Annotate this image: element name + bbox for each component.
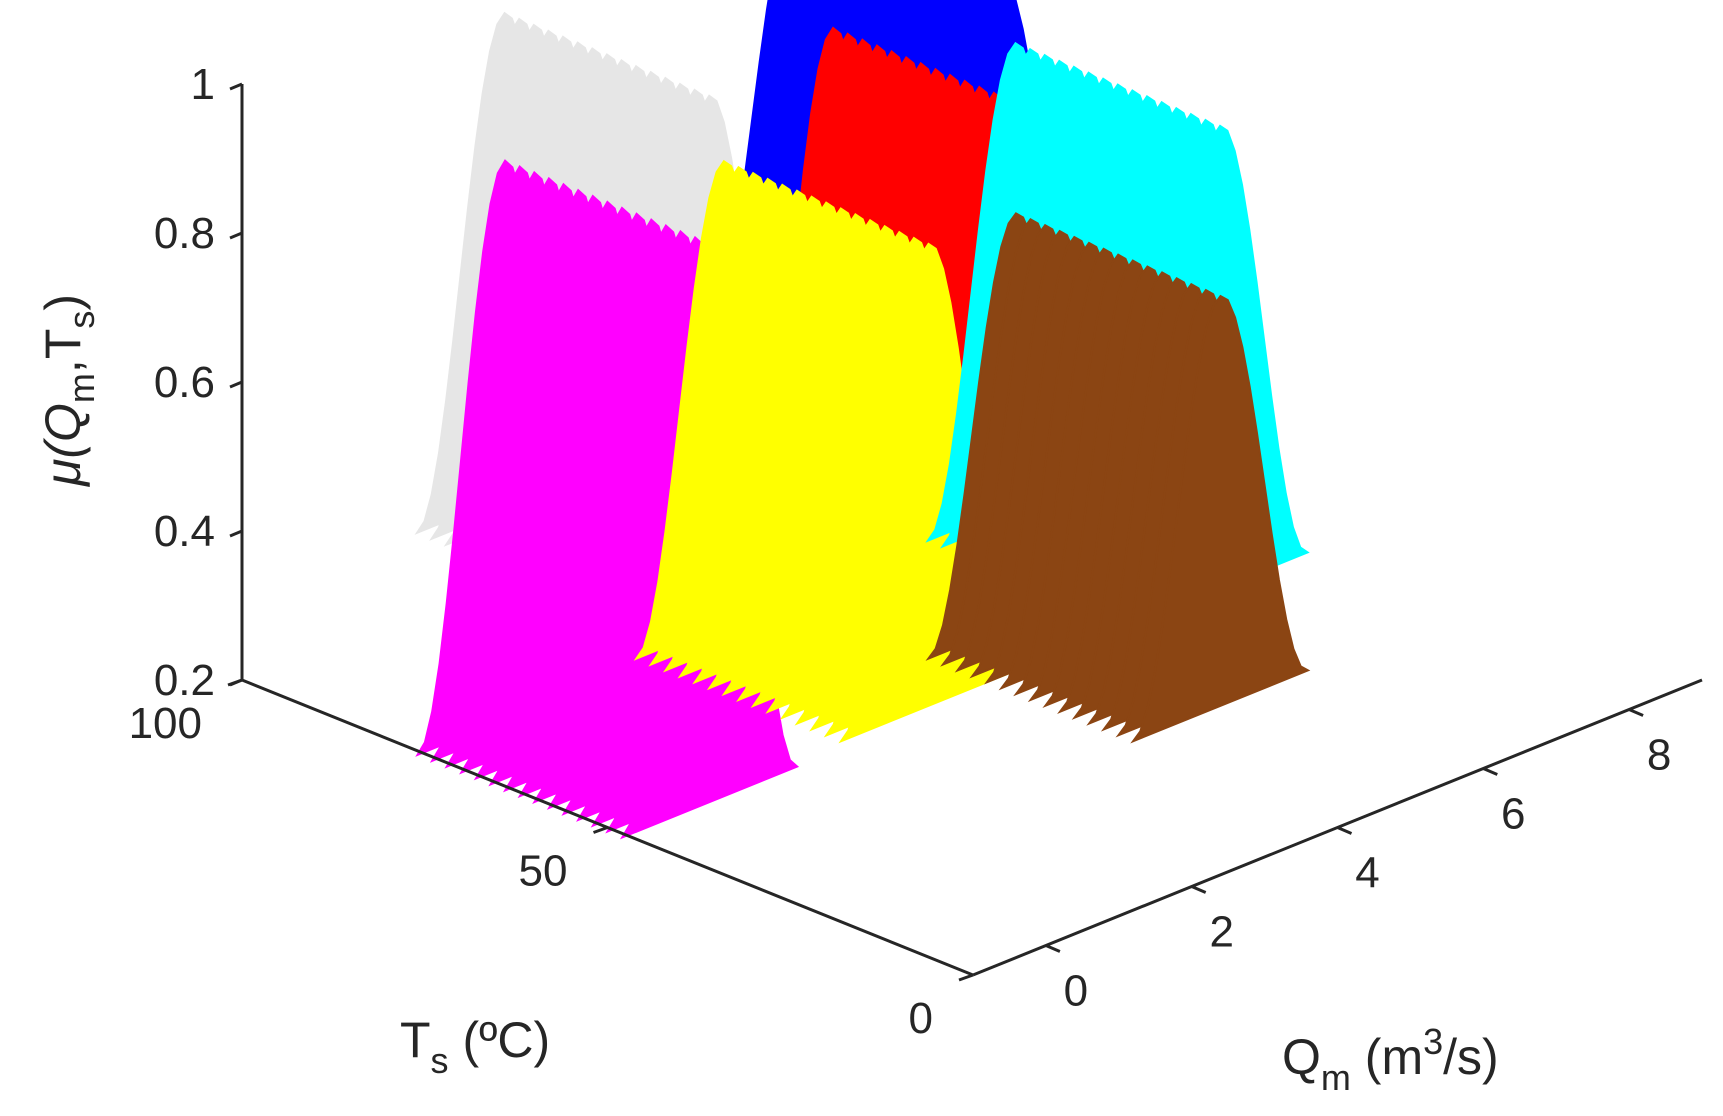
y-tick-mark [592, 826, 609, 834]
y-axis-title-main: T [400, 1012, 431, 1068]
z-tick-label: 1 [191, 60, 215, 109]
x-tick-label: 6 [1501, 790, 1525, 839]
y-tick-label: 50 [519, 847, 568, 896]
z-tick-mark [229, 380, 243, 389]
surface-ribbon [1130, 294, 1311, 744]
y-tick-label: 100 [129, 699, 202, 748]
z-axis-title-prefix: μ(Q [35, 403, 91, 488]
x-tick-label: 4 [1355, 849, 1379, 898]
z-tick-label: 0.8 [154, 209, 215, 258]
z-tick-label: 0.2 [154, 656, 215, 705]
x-axis-title-sub: m [1321, 1057, 1351, 1098]
z-tick-label: 0.6 [154, 358, 215, 407]
surfaces-group [414, 0, 1311, 840]
x-tick-label: 2 [1209, 908, 1233, 957]
surface-series [925, 212, 1311, 744]
x-tick-mark [1336, 826, 1353, 835]
y-tick-mark [227, 678, 243, 687]
z-tick-label: 0.4 [154, 507, 215, 556]
x-tick-mark [1045, 944, 1061, 953]
x-tick-label: 0 [1064, 967, 1088, 1016]
x-tick-mark [1191, 885, 1207, 894]
x-tick-label: 8 [1647, 731, 1671, 780]
z-axis-title-sub2: s [61, 311, 102, 329]
y-axis-title: Ts (ºC) [400, 1012, 550, 1081]
z-tick-mark [229, 231, 243, 240]
z-axis-title-sub1: m [61, 373, 102, 403]
ticks-group: 0.2 0.4 0.6 0.8 1 0 50 100 0 2 4 6 8 [129, 60, 1672, 1043]
x-tick-mark [1628, 708, 1644, 717]
x-axis-title-rest: /s) [1443, 1029, 1499, 1085]
y-axis-title-sub: s [431, 1040, 449, 1081]
x-tick-mark [1482, 767, 1498, 776]
x-axis-title-main: Q [1282, 1029, 1321, 1085]
y-tick-label: 0 [909, 994, 933, 1043]
z-axis-title-suffix: ) [35, 294, 91, 311]
x-axis-title-mid: (m [1351, 1029, 1423, 1085]
z-axis-title: μ(Qm,Ts) [35, 294, 102, 488]
z-tick-mark [229, 82, 243, 91]
y-axis-title-rest: (ºC) [449, 1012, 551, 1068]
z-axis-title-mid: ,T [35, 329, 91, 373]
y-tick-mark [958, 973, 974, 982]
x-axis-title-sup: 3 [1423, 1021, 1443, 1062]
z-tick-mark [229, 529, 243, 538]
x-axis-title: Qm (m3/s) [1282, 1021, 1499, 1098]
